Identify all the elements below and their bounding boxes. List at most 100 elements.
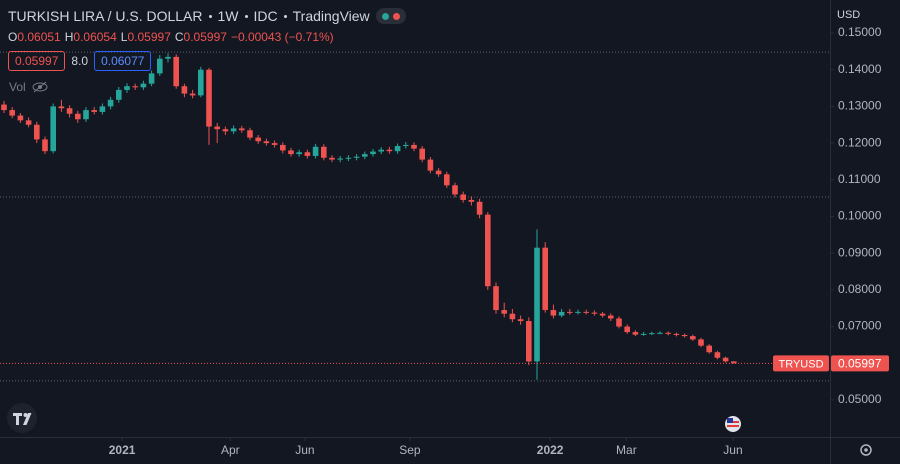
c-value: 0.05997 [183, 30, 227, 44]
candles [1, 53, 737, 380]
candle-body [517, 319, 524, 322]
x-tick-label: Jun [295, 443, 314, 457]
candle-body [419, 148, 425, 160]
x-tick-label: Mar [616, 443, 637, 457]
candle-body [394, 146, 401, 152]
candle-body [386, 149, 393, 152]
y-tick-label: 0.09000 [838, 245, 882, 259]
candle-body [706, 345, 712, 353]
y-tick-label: 0.12000 [838, 135, 882, 149]
l-key: L [120, 30, 128, 44]
candle-body [501, 310, 507, 314]
y-tick-label: 0.08000 [838, 282, 882, 296]
last-price-tag [831, 355, 889, 372]
candle-body [132, 86, 138, 88]
symbol-tag-label: TRYUSD [778, 358, 823, 370]
candle-body [608, 315, 614, 319]
buy-price[interactable]: 0.06077 [94, 51, 152, 71]
candle-body [222, 129, 229, 132]
x-tick-label: 2021 [109, 443, 136, 457]
y-tick-label: 0.13000 [838, 99, 882, 113]
volume-legend: Vol [9, 80, 48, 94]
candle-body [542, 247, 548, 311]
candle-body [288, 150, 294, 155]
candle-body [107, 99, 114, 107]
candle-body [362, 154, 368, 157]
source: IDC [253, 8, 278, 24]
candle-body [624, 326, 630, 333]
candle-body [247, 130, 253, 138]
currency[interactable]: USD [837, 9, 861, 21]
candle-body [485, 214, 491, 287]
candle-body [476, 201, 483, 215]
candle-body [116, 89, 122, 100]
settings-gear[interactable] [860, 444, 872, 456]
candle-body [181, 86, 188, 94]
candle-body [173, 56, 179, 87]
candle-body [42, 139, 48, 152]
candle-body [698, 339, 704, 346]
hide-icon[interactable] [32, 81, 48, 93]
candle-body [271, 143, 278, 145]
candle-body [583, 311, 589, 313]
sell-price[interactable]: 0.05997 [8, 51, 66, 71]
x-tick-label: Apr [221, 443, 240, 457]
candle-body [468, 199, 475, 202]
symbol-tag [773, 355, 829, 372]
candle-body [370, 151, 376, 155]
candle-body [239, 128, 245, 131]
candle-body [58, 106, 65, 109]
candle-body [296, 152, 302, 155]
candle-body [558, 311, 565, 316]
h-value: 0.06054 [73, 30, 117, 44]
candle-body [657, 332, 663, 334]
candle-body [403, 144, 409, 147]
candle-body [460, 194, 466, 200]
header: TURKISH LIRA / U.S. DOLLAR 1W IDC Tradin… [8, 8, 406, 24]
candle-body [280, 144, 286, 151]
candle-body [148, 73, 155, 84]
candle-body [157, 58, 163, 74]
o-key: O [8, 30, 18, 44]
candle-body [140, 83, 147, 88]
candle-body [714, 352, 721, 358]
candle-body [34, 124, 40, 140]
event-flag[interactable] [725, 416, 741, 432]
candle-body [378, 149, 384, 152]
candle-body [722, 357, 729, 362]
quote: 0.05997 8.0 0.06077 [8, 51, 152, 71]
symbol-title: TURKISH LIRA / U.S. DOLLAR [8, 8, 203, 24]
candle-body [165, 56, 171, 59]
candle-body [329, 157, 335, 160]
candle-body [263, 141, 270, 144]
candle-body [304, 152, 311, 156]
candle-body [255, 137, 261, 142]
candle-body [75, 113, 81, 120]
status-pill[interactable] [375, 8, 406, 24]
candle-body [321, 146, 327, 158]
tradingview-logo[interactable] [7, 403, 37, 433]
candle-body [25, 120, 32, 125]
candle-body [99, 106, 106, 112]
candle-body [50, 106, 56, 152]
y-tick-label: 0.05000 [838, 392, 882, 406]
candle-body [66, 108, 73, 114]
candle-body [640, 333, 647, 335]
candle-body [452, 185, 458, 195]
candle-body [444, 174, 450, 186]
candle-body [411, 144, 417, 149]
y-tick-label: 0.15000 [838, 25, 882, 39]
candle-body [526, 321, 532, 362]
platform: TradingView [292, 8, 370, 24]
candle-body [337, 158, 343, 160]
ohlc-legend: O0.06051 H0.06054 L0.05997 C0.05997 −0.0… [8, 30, 334, 44]
separator [208, 14, 212, 18]
x-tick-label: Sep [399, 443, 421, 457]
candle-body [198, 69, 204, 96]
candle-body [206, 69, 212, 127]
candle-body [591, 312, 598, 314]
candle-body [731, 361, 737, 364]
candle-body [91, 110, 97, 112]
y-tick-label: 0.10000 [838, 209, 882, 223]
